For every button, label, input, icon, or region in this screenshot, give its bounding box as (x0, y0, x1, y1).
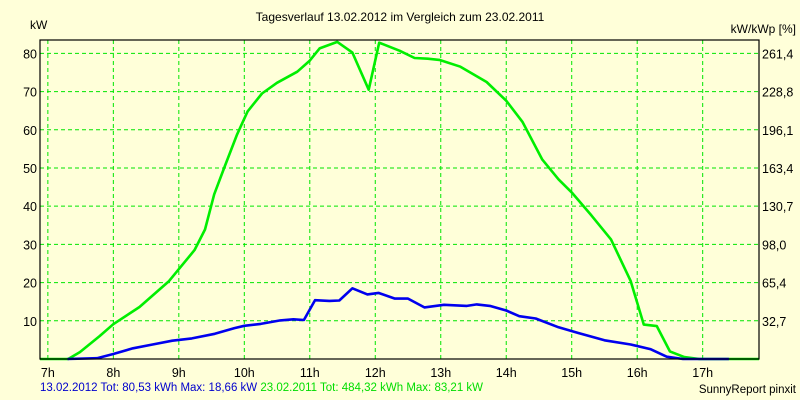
plot-frame (39, 39, 760, 360)
y-tick-label-right: 98,0 (762, 238, 786, 252)
y-tick-label-left: 60 (23, 124, 37, 138)
series-line-13-02-2012 (67, 286, 729, 361)
legend-footer: 13.02.2012 Tot: 80,53 kWh Max: 18,66 kW … (40, 382, 483, 394)
x-tick-label: 8h (106, 366, 120, 380)
y-axis-label-left: kW (30, 18, 48, 32)
y-tick-label-right: 196,1 (762, 124, 793, 138)
y-tick-label-left: 20 (23, 277, 37, 291)
grid (40, 40, 759, 359)
x-tick-label: 13h (430, 366, 451, 380)
y-tick-label-left: 50 (23, 162, 37, 176)
x-tick-label: 9h (172, 366, 186, 380)
chart-title: Tagesverlauf 13.02.2012 im Vergleich zum… (255, 10, 545, 24)
series-group (40, 40, 759, 361)
legend-2011: 23.02.2011 Tot: 484,32 kWh Max: 83,21 kW (260, 382, 484, 394)
x-tick-label: 14h (496, 366, 517, 380)
legend-2012: 13.02.2012 Tot: 80,53 kWh Max: 18,66 kW (40, 382, 258, 394)
y-tick-label-right: 261,4 (762, 47, 793, 61)
x-tick-label: 11h (300, 366, 320, 380)
y-tick-label-left: 10 (23, 315, 37, 329)
series-line-23-02-2011 (40, 40, 759, 361)
y-tick-label-left: 30 (23, 238, 37, 252)
y-tick-label-left: 40 (23, 200, 37, 214)
y-tick-label-right: 228,8 (762, 86, 793, 100)
y-tick-label-right: 65,4 (762, 277, 786, 291)
credit-text: SunnyReport pinxit (698, 384, 796, 396)
x-tick-label: 12h (365, 366, 386, 380)
y-tick-label-right: 32,7 (762, 315, 786, 329)
x-tick-label: 15h (561, 366, 582, 380)
y-tick-label-right: 163,4 (762, 162, 793, 176)
y-tick-label-left: 70 (23, 86, 37, 100)
y-tick-label-left: 80 (23, 47, 37, 61)
ticks-group: 7h 8h 9h 10h 11h 12h 13h 14h 15h 16h 17h 10 32,7 20 65… (23, 47, 793, 380)
x-tick-label: 7h (41, 366, 55, 380)
y-tick-label-right: 130,7 (762, 200, 793, 214)
x-tick-label: 16h (627, 366, 648, 380)
x-tick-label: 17h (692, 366, 713, 380)
y-axis-label-right: kW/kWp [%] (730, 22, 796, 36)
x-tick-label: 10h (234, 366, 255, 380)
